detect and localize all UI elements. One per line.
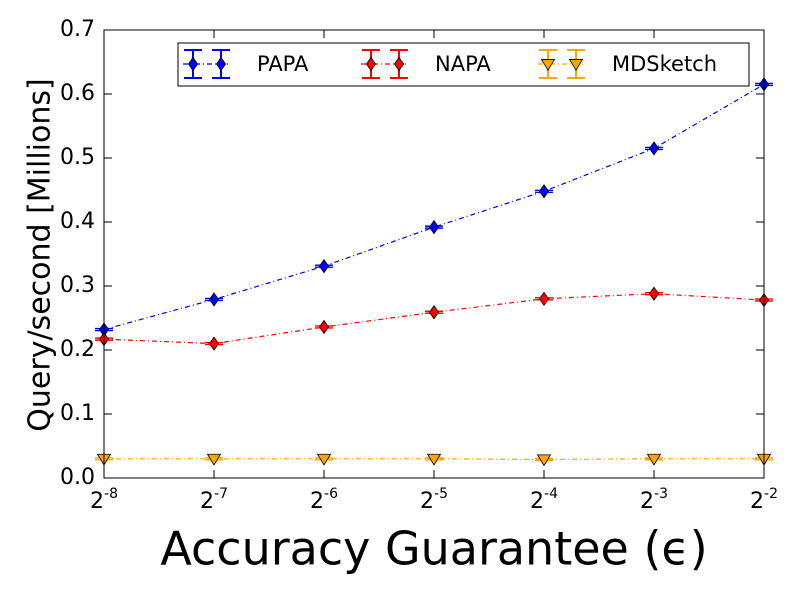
y-tick-label: 0.6	[60, 81, 95, 106]
mdsketch-data-point	[426, 453, 442, 466]
x-tick-label: 2-3	[640, 486, 668, 514]
x-axis-title: Accuracy Guarantee (ϵ)	[160, 522, 707, 576]
y-tick-label: 0.2	[60, 337, 95, 362]
mdsketch-legend-marker	[568, 59, 584, 71]
napa-legend-marker	[393, 56, 405, 72]
legend-label-papa: PAPA	[257, 52, 309, 76]
mdsketch-legend-marker	[540, 59, 556, 71]
papa-data-point	[538, 184, 550, 199]
papa-data-point	[648, 141, 660, 156]
mdsketch-data-point	[646, 453, 662, 466]
plot-frame	[103, 29, 765, 479]
x-tick-label: 2-8	[90, 486, 118, 514]
y-tick-label: 0.1	[60, 401, 95, 426]
legend: PAPA NAPA MDSketch	[177, 42, 750, 87]
mdsketch-data-point	[206, 453, 222, 466]
papa-legend-marker	[215, 56, 227, 72]
y-tick-label: 0.3	[60, 273, 95, 298]
papa-data-point	[208, 292, 220, 307]
y-axis-title: Query/second [Millions]	[23, 78, 58, 431]
legend-label-napa: NAPA	[435, 52, 491, 76]
napa-data-point	[208, 336, 220, 351]
y-tick-label: 0.7	[60, 17, 95, 42]
legend-label-mdsketch: MDSketch	[612, 52, 717, 76]
x-tick-label: 2-7	[200, 486, 228, 514]
mdsketch-data-point	[316, 453, 332, 466]
x-tick-label: 2-6	[310, 486, 338, 514]
plot-area	[95, 77, 773, 467]
napa-data-point	[648, 286, 660, 301]
napa-data-point	[538, 291, 550, 306]
napa-data-point	[428, 305, 440, 320]
y-tick-label: 0.0	[60, 465, 95, 490]
y-tick-label: 0.4	[60, 209, 95, 234]
mdsketch-data-point	[536, 454, 552, 467]
x-tick-label: 2-2	[750, 486, 778, 514]
papa-data-point	[428, 219, 440, 235]
napa-data-point	[318, 319, 330, 335]
napa-legend-marker	[365, 56, 377, 72]
x-axis: 2-8 2-7 2-6 2-5 2-4 2-3 2-2	[90, 30, 778, 514]
x-tick-label: 2-4	[530, 486, 558, 514]
papa-legend-marker	[187, 56, 199, 72]
legend-box	[177, 42, 750, 87]
x-tick-label: 2-5	[420, 486, 448, 514]
y-tick-label: 0.5	[60, 145, 95, 170]
papa-data-point	[318, 258, 330, 274]
